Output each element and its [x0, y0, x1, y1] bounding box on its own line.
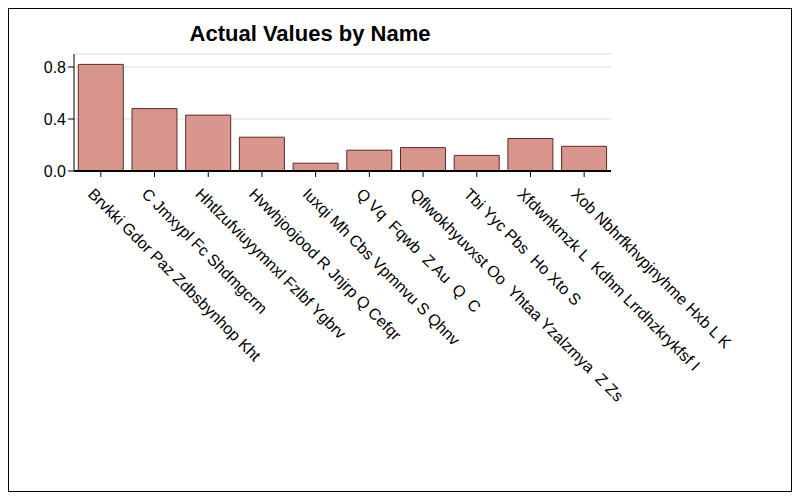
svg-text:Xob Nbhrfkhvpjnyhme Hxb L K: Xob Nbhrfkhvpjnyhme Hxb L K: [568, 185, 735, 352]
html-text:Actual Values by Name: Actual Values by Name: [189, 21, 431, 46]
svg-text:Hvwhjoojood R Jnjrp Q Cefqr: Hvwhjoojood R Jnjrp Q Cefqr: [245, 185, 405, 344]
svg-text:Tbi Yyc Pbs Ho Xto S: Tbi Yyc Pbs Ho Xto S: [460, 185, 585, 309]
svg-text:Qflwokhyuvxst Oo Yhtaa Yzalzmy: Qflwokhyuvxst Oo Yhtaa Yzalzmya Z Zs: [407, 185, 627, 405]
svg-text:0.8: 0.8: [44, 59, 66, 76]
svg-text:Xfdwnkmzk L Kdhm Lrrdhzkrykfsf: Xfdwnkmzk L Kdhm Lrrdhzkrykfsf I: [514, 185, 704, 374]
svg-text:C Jmxypl Fc Shdmgcrm: C Jmxypl Fc Shdmgcrm: [138, 185, 271, 318]
svg-text:Brvkki Gdor Paz Zdbsbynhop Kht: Brvkki Gdor Paz Zdbsbynhop Kht: [84, 185, 265, 365]
svg-text:Q Vq Fqwb Z Au Q C: Q Vq Fqwb Z Au Q C: [353, 185, 485, 316]
svg-text:Iuxqi Mh Cbs Vpmnvu S Qhnv: Iuxqi Mh Cbs Vpmnvu S Qhnv: [299, 185, 464, 349]
svg-text:0.4: 0.4: [44, 111, 66, 128]
svg-text:Hhtlzufviuyymnxl Fzlbf Ygbrv: Hhtlzufviuyymnxl Fzlbf Ygbrv: [192, 185, 350, 343]
svg-text:0.0: 0.0: [44, 163, 66, 180]
